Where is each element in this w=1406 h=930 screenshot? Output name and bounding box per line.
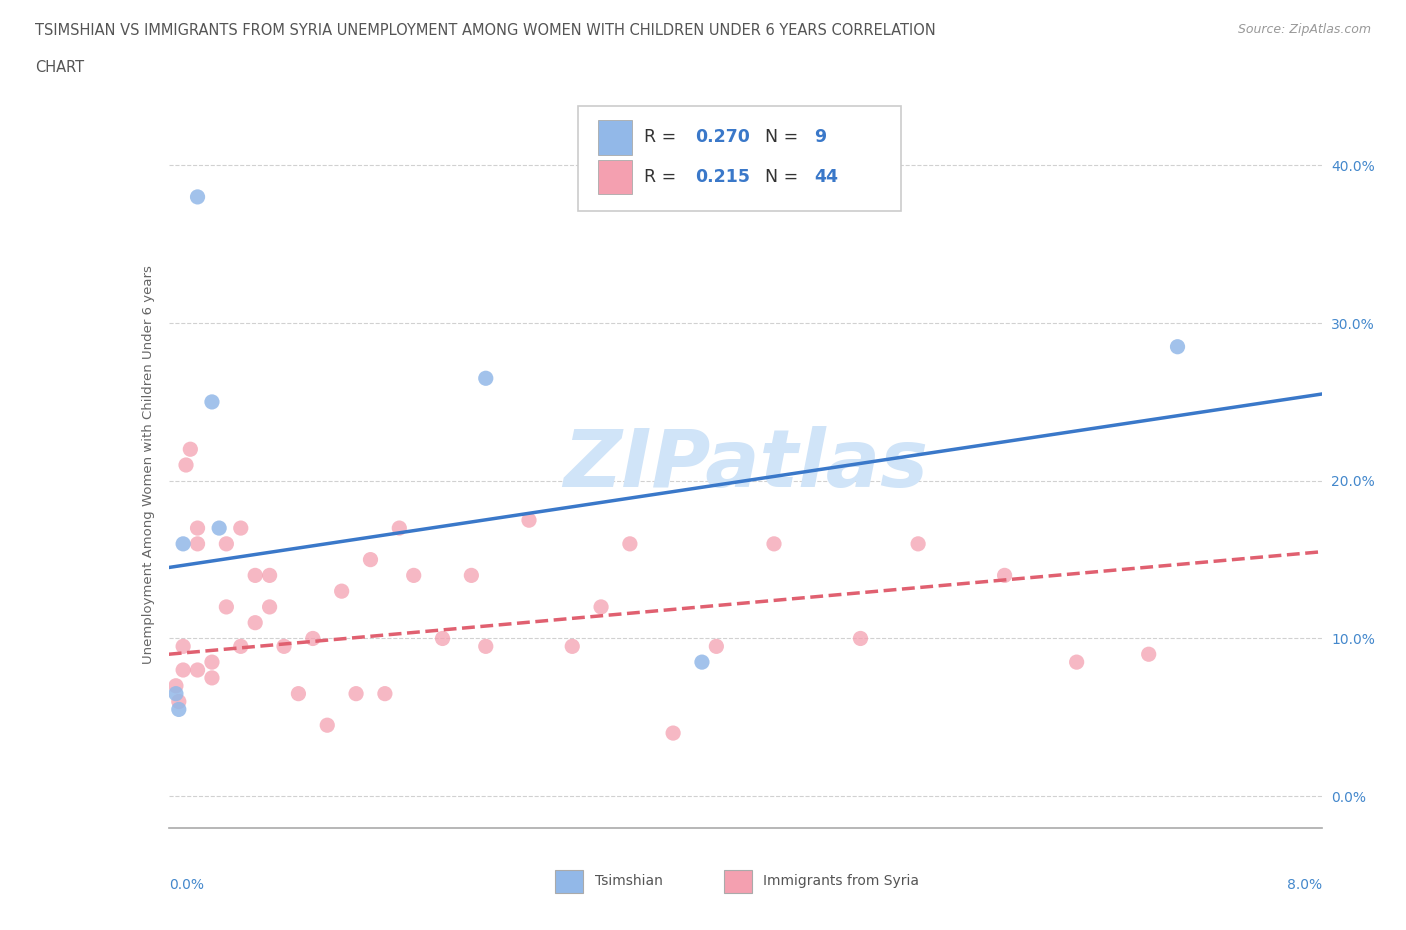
Text: 44: 44 bbox=[814, 168, 838, 186]
Point bbox=[1066, 655, 1088, 670]
Point bbox=[201, 671, 224, 685]
Point bbox=[174, 458, 197, 472]
Point bbox=[186, 537, 209, 551]
Point bbox=[690, 655, 713, 670]
Point bbox=[215, 600, 238, 615]
Point bbox=[763, 537, 786, 551]
Point bbox=[201, 655, 224, 670]
Text: 0.0%: 0.0% bbox=[169, 879, 204, 893]
Point bbox=[316, 718, 339, 733]
Point bbox=[172, 639, 194, 654]
Text: Tsimshian: Tsimshian bbox=[595, 874, 662, 888]
FancyBboxPatch shape bbox=[598, 160, 633, 194]
Point bbox=[402, 568, 425, 583]
Point bbox=[374, 686, 396, 701]
Point bbox=[201, 394, 224, 409]
Point bbox=[474, 639, 498, 654]
Point bbox=[186, 521, 209, 536]
Point bbox=[1137, 646, 1160, 661]
Text: 0.270: 0.270 bbox=[696, 128, 751, 146]
Point bbox=[330, 584, 353, 599]
Point bbox=[245, 616, 267, 631]
Point bbox=[474, 371, 498, 386]
Point bbox=[287, 686, 309, 701]
Point bbox=[360, 552, 382, 567]
Point bbox=[229, 639, 252, 654]
Point bbox=[215, 537, 238, 551]
Text: Source: ZipAtlas.com: Source: ZipAtlas.com bbox=[1237, 23, 1371, 36]
Point bbox=[273, 639, 295, 654]
FancyBboxPatch shape bbox=[555, 870, 583, 893]
Point bbox=[229, 521, 252, 536]
Point bbox=[993, 568, 1015, 583]
Text: Immigrants from Syria: Immigrants from Syria bbox=[763, 874, 920, 888]
Point bbox=[208, 521, 231, 536]
Point bbox=[432, 631, 454, 646]
Text: R =: R = bbox=[644, 168, 682, 186]
Point bbox=[259, 600, 281, 615]
Text: 9: 9 bbox=[814, 128, 827, 146]
FancyBboxPatch shape bbox=[724, 870, 752, 893]
Y-axis label: Unemployment Among Women with Children Under 6 years: Unemployment Among Women with Children U… bbox=[142, 266, 155, 664]
Point bbox=[172, 662, 194, 677]
Text: CHART: CHART bbox=[35, 60, 84, 75]
Text: R =: R = bbox=[644, 128, 682, 146]
Point bbox=[849, 631, 872, 646]
Point bbox=[591, 600, 613, 615]
Point bbox=[460, 568, 482, 583]
Point bbox=[517, 512, 540, 527]
Point bbox=[179, 442, 201, 457]
Point bbox=[1166, 339, 1188, 354]
Text: 0.215: 0.215 bbox=[696, 168, 751, 186]
FancyBboxPatch shape bbox=[598, 120, 633, 154]
Text: 8.0%: 8.0% bbox=[1286, 879, 1322, 893]
Point bbox=[165, 678, 187, 693]
Point bbox=[186, 190, 209, 205]
Point bbox=[388, 521, 411, 536]
Text: N =: N = bbox=[765, 128, 804, 146]
Point bbox=[167, 694, 190, 709]
Point bbox=[245, 568, 267, 583]
Text: N =: N = bbox=[765, 168, 804, 186]
Point bbox=[301, 631, 323, 646]
Point bbox=[662, 725, 685, 740]
Point bbox=[165, 686, 187, 701]
Point bbox=[344, 686, 367, 701]
Point bbox=[167, 702, 190, 717]
Point bbox=[561, 639, 583, 654]
Point bbox=[259, 568, 281, 583]
FancyBboxPatch shape bbox=[578, 106, 901, 211]
Point bbox=[172, 537, 194, 551]
Text: ZIPatlas: ZIPatlas bbox=[562, 426, 928, 504]
Point bbox=[907, 537, 929, 551]
Point bbox=[186, 662, 209, 677]
Point bbox=[704, 639, 728, 654]
Text: TSIMSHIAN VS IMMIGRANTS FROM SYRIA UNEMPLOYMENT AMONG WOMEN WITH CHILDREN UNDER : TSIMSHIAN VS IMMIGRANTS FROM SYRIA UNEMP… bbox=[35, 23, 936, 38]
Point bbox=[619, 537, 641, 551]
